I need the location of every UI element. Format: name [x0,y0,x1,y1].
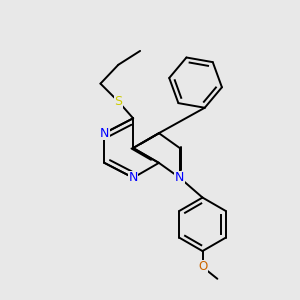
Text: N: N [175,171,184,184]
Text: N: N [128,171,138,184]
Text: S: S [114,95,122,108]
Text: N: N [100,127,109,140]
Text: O: O [198,260,207,273]
